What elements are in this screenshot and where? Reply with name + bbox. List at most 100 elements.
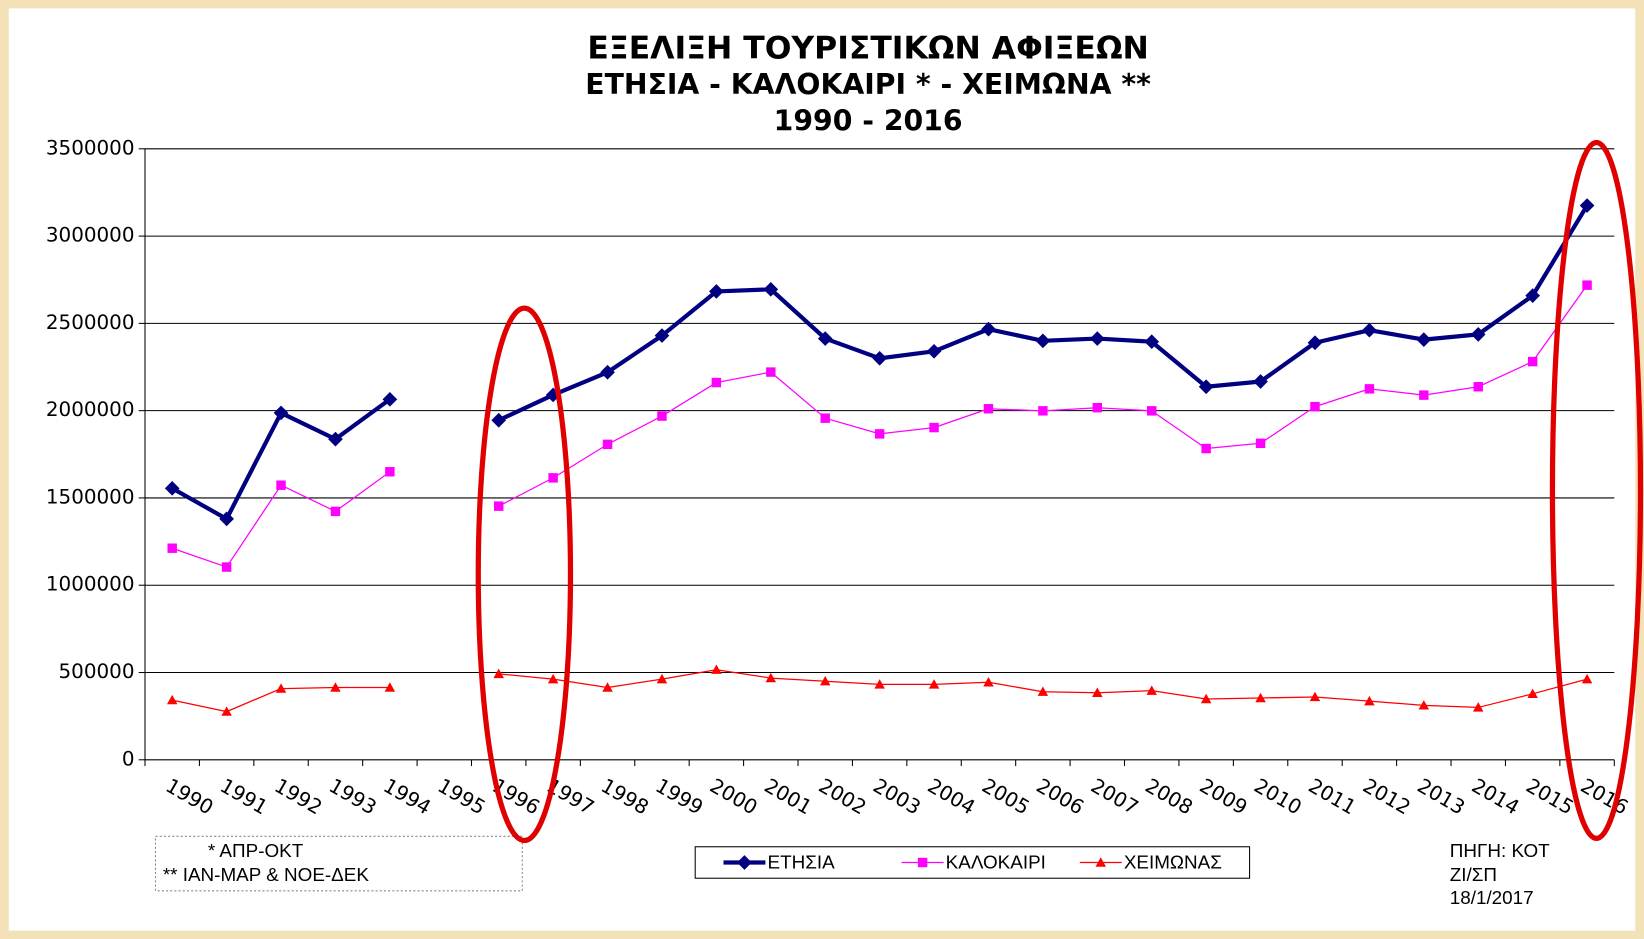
data-point	[1525, 288, 1540, 303]
data-point	[1364, 384, 1375, 394]
y-tick-label: 500000	[59, 660, 135, 683]
data-point	[600, 364, 615, 380]
data-point	[1364, 695, 1375, 706]
data-point	[766, 367, 776, 377]
data-point	[493, 501, 504, 511]
data-point	[1038, 406, 1048, 416]
data-point	[221, 562, 232, 572]
source: ΠΗΓΗ: ΚΟΤ	[1450, 840, 1550, 861]
legend-label: ΧΕΙΜΩΝΑΣ	[1124, 852, 1222, 873]
data-point	[602, 439, 613, 450]
data-point	[874, 429, 885, 439]
chart-period: 1990 - 2016	[774, 105, 963, 138]
source: ΖΙ/ΣΠ	[1450, 864, 1497, 885]
y-tick-label: 0	[122, 747, 135, 770]
data-point	[1470, 327, 1486, 342]
panel	[8, 8, 1636, 931]
data-point	[1037, 686, 1049, 696]
data-point	[656, 673, 668, 684]
data-point	[273, 405, 289, 421]
data-point	[491, 412, 507, 428]
legend-label: ΚΑΛΟΚΑΙΡΙ	[946, 852, 1046, 873]
data-point	[929, 422, 939, 433]
data-point	[1089, 331, 1105, 346]
y-tick-label: 2500000	[46, 311, 135, 334]
data-point	[275, 683, 287, 693]
data-point	[763, 282, 779, 297]
data-point	[1473, 382, 1483, 392]
legend-marker	[1095, 857, 1107, 867]
data-point	[1201, 443, 1211, 454]
data-point	[1092, 687, 1103, 697]
data-point	[1362, 322, 1377, 338]
data-point	[981, 321, 996, 337]
data-point	[819, 675, 831, 686]
legend-label: ΕΤΗΣΙΑ	[768, 852, 836, 873]
y-tick-label: 1000000	[46, 573, 135, 596]
note: * ΑΠΡ-ΟΚΤ	[208, 840, 304, 861]
data-point	[328, 431, 343, 447]
chart-title: ΕΞΕΛΙΞΗ ΤΟΥΡΙΣΤΙΚΩΝ ΑΦΙΞΕΩΝ	[587, 30, 1148, 66]
data-point	[1255, 438, 1266, 449]
legend-marker	[917, 857, 928, 868]
data-point	[1198, 379, 1214, 395]
data-point	[1035, 333, 1051, 349]
data-point	[382, 391, 398, 407]
data-point	[926, 343, 942, 359]
data-point	[872, 350, 887, 366]
data-point	[330, 506, 341, 517]
data-point	[983, 404, 994, 414]
data-point	[1146, 685, 1157, 695]
data-point	[1144, 334, 1160, 350]
data-point	[657, 411, 667, 421]
data-point	[711, 377, 722, 388]
data-point	[221, 706, 232, 716]
data-point	[928, 679, 940, 689]
legend-marker	[737, 855, 752, 870]
data-point	[1472, 702, 1484, 712]
data-point	[1527, 688, 1538, 698]
data-point	[711, 664, 722, 674]
data-point	[1307, 335, 1323, 351]
data-point	[983, 677, 994, 687]
data-point	[1419, 390, 1429, 400]
data-point	[1416, 332, 1432, 347]
data-point	[548, 473, 558, 483]
data-point	[874, 679, 885, 689]
data-point	[820, 413, 830, 423]
data-point	[166, 694, 178, 705]
highlight-ellipse	[1549, 139, 1644, 842]
notes-box	[154, 835, 523, 892]
data-point	[1255, 692, 1266, 703]
data-point	[547, 673, 559, 684]
data-point	[167, 543, 177, 553]
data-point	[1147, 406, 1157, 416]
data-point	[164, 481, 180, 496]
data-point	[709, 284, 724, 299]
data-point	[1579, 198, 1595, 213]
highlight-ellipse	[475, 305, 574, 844]
data-point	[1200, 693, 1212, 704]
y-tick-label: 3000000	[46, 224, 135, 247]
legend	[694, 846, 1251, 879]
data-point	[276, 480, 286, 490]
data-point	[384, 682, 396, 692]
note: ** ΙΑΝ-ΜΑΡ & ΝΟΕ-ΔΕΚ	[163, 864, 370, 885]
data-point	[1309, 691, 1321, 702]
data-point	[1581, 673, 1593, 684]
data-point	[1310, 401, 1320, 412]
data-point	[330, 682, 341, 692]
y-tick-label: 1500000	[46, 485, 135, 508]
data-point	[385, 467, 395, 477]
data-point	[1582, 280, 1592, 290]
data-point	[817, 331, 833, 346]
data-point	[1253, 374, 1268, 389]
y-tick-label: 2000000	[46, 398, 135, 421]
data-point	[493, 668, 504, 679]
data-point	[602, 682, 613, 692]
data-point	[1418, 700, 1430, 710]
data-point	[765, 672, 777, 683]
source: 18/1/2017	[1450, 887, 1534, 908]
data-point	[654, 328, 670, 343]
